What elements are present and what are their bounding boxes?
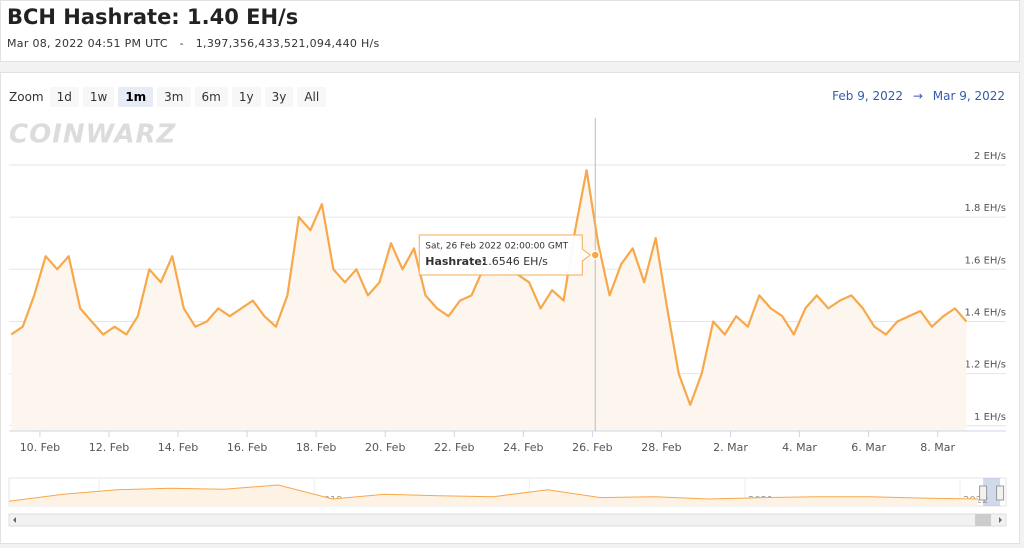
navigator-area (9, 485, 979, 506)
x-tick-label: 2. Mar (713, 441, 748, 454)
zoom-button[interactable]: 1w (82, 87, 115, 107)
area (11, 170, 967, 431)
tooltip-label: Hashrate: (425, 255, 486, 268)
zoom-button[interactable]: 1y (231, 87, 261, 107)
page-title: BCH Hashrate: 1.40 EH/s (7, 5, 299, 29)
range-to[interactable]: Mar 9, 2022 (932, 89, 1005, 103)
x-tick-label: 22. Feb (434, 441, 474, 454)
zoom-button[interactable]: 6m (194, 87, 228, 107)
scrollbar-track (8, 513, 1007, 527)
range-from[interactable]: Feb 9, 2022 (832, 89, 904, 103)
header: BCH Hashrate: 1.40 EH/s Mar 08, 2022 04:… (0, 0, 1020, 62)
zoom-button[interactable]: All (297, 87, 327, 107)
x-tick-label: 20. Feb (365, 441, 405, 454)
scroll-right[interactable] (999, 517, 1002, 523)
zoom-button[interactable]: 1m (118, 87, 154, 107)
zoom-button[interactable]: 1d (49, 87, 79, 107)
y-tick-label: 1.6 EH/s (965, 255, 1007, 266)
hover-point (590, 250, 601, 260)
x-tick-label: 24. Feb (503, 441, 543, 454)
x-tick-label: 18. Feb (296, 441, 336, 454)
raw-hashrate: 1,397,356,433,521,094,440 H/s (195, 37, 380, 50)
y-tick-label: 1.2 EH/s (965, 360, 1007, 371)
timestamp: Mar 08, 2022 04:51 PM UTC (7, 37, 168, 50)
navigator-handle[interactable] (996, 485, 1005, 501)
tooltip-value: 1.6546 EH/s (481, 255, 548, 268)
navigator-line (8, 484, 979, 502)
y-tick-label: 1.8 EH/s (965, 203, 1007, 214)
subtitle: Mar 08, 2022 04:51 PM UTC - 1,397,356,43… (7, 37, 388, 50)
x-tick-label: 10. Feb (20, 441, 60, 454)
x-tick-label: 16. Feb (227, 441, 267, 454)
separator: - (179, 37, 184, 50)
y-tick-label: 1 EH/s (974, 412, 1006, 423)
x-tick-label: 8. Mar (920, 441, 955, 454)
scrollbar-thumb[interactable] (975, 514, 992, 526)
tooltip-title: Sat, 26 Feb 2022 02:00:00 GMT (425, 242, 568, 252)
zoom-label: Zoom (9, 90, 44, 104)
y-tick-label: 2 EH/s (974, 151, 1006, 162)
tooltip-box (418, 234, 592, 276)
scroll-left[interactable] (13, 517, 16, 523)
x-tick-label: 26. Feb (572, 441, 612, 454)
x-tick-label: 28. Feb (641, 441, 681, 454)
chart-card: Zoom 1d 1w 1m 3m 6m 1y 3y All Feb 9, 2022 → Mar… (0, 72, 1020, 544)
chart: COINWARZ 1 EH/s 1.2 EH/s 1.4 EH/s 1.6 EH/s 1.… (8, 118, 1007, 527)
zoom-bar: Zoom 1d 1w 1m 3m 6m 1y 3y All (9, 87, 330, 107)
date-range: Feb 9, 2022 → Mar 9, 2022 (826, 89, 1005, 103)
zoom-button[interactable]: 3m (157, 87, 191, 107)
zoom-button[interactable]: 3y (264, 87, 294, 107)
x-tick-label: 12. Feb (89, 441, 129, 454)
watermark: COINWARZ (9, 120, 177, 150)
navigator-handle[interactable] (979, 485, 988, 501)
x-tick-label: 14. Feb (158, 441, 198, 454)
navigator-selection[interactable] (983, 478, 1001, 506)
y-tick-label: 1.4 EH/s (965, 307, 1007, 318)
range-arrow: → (912, 89, 923, 103)
x-tick-label: 6. Mar (851, 441, 886, 454)
x-tick-label: 4. Mar (782, 441, 817, 454)
